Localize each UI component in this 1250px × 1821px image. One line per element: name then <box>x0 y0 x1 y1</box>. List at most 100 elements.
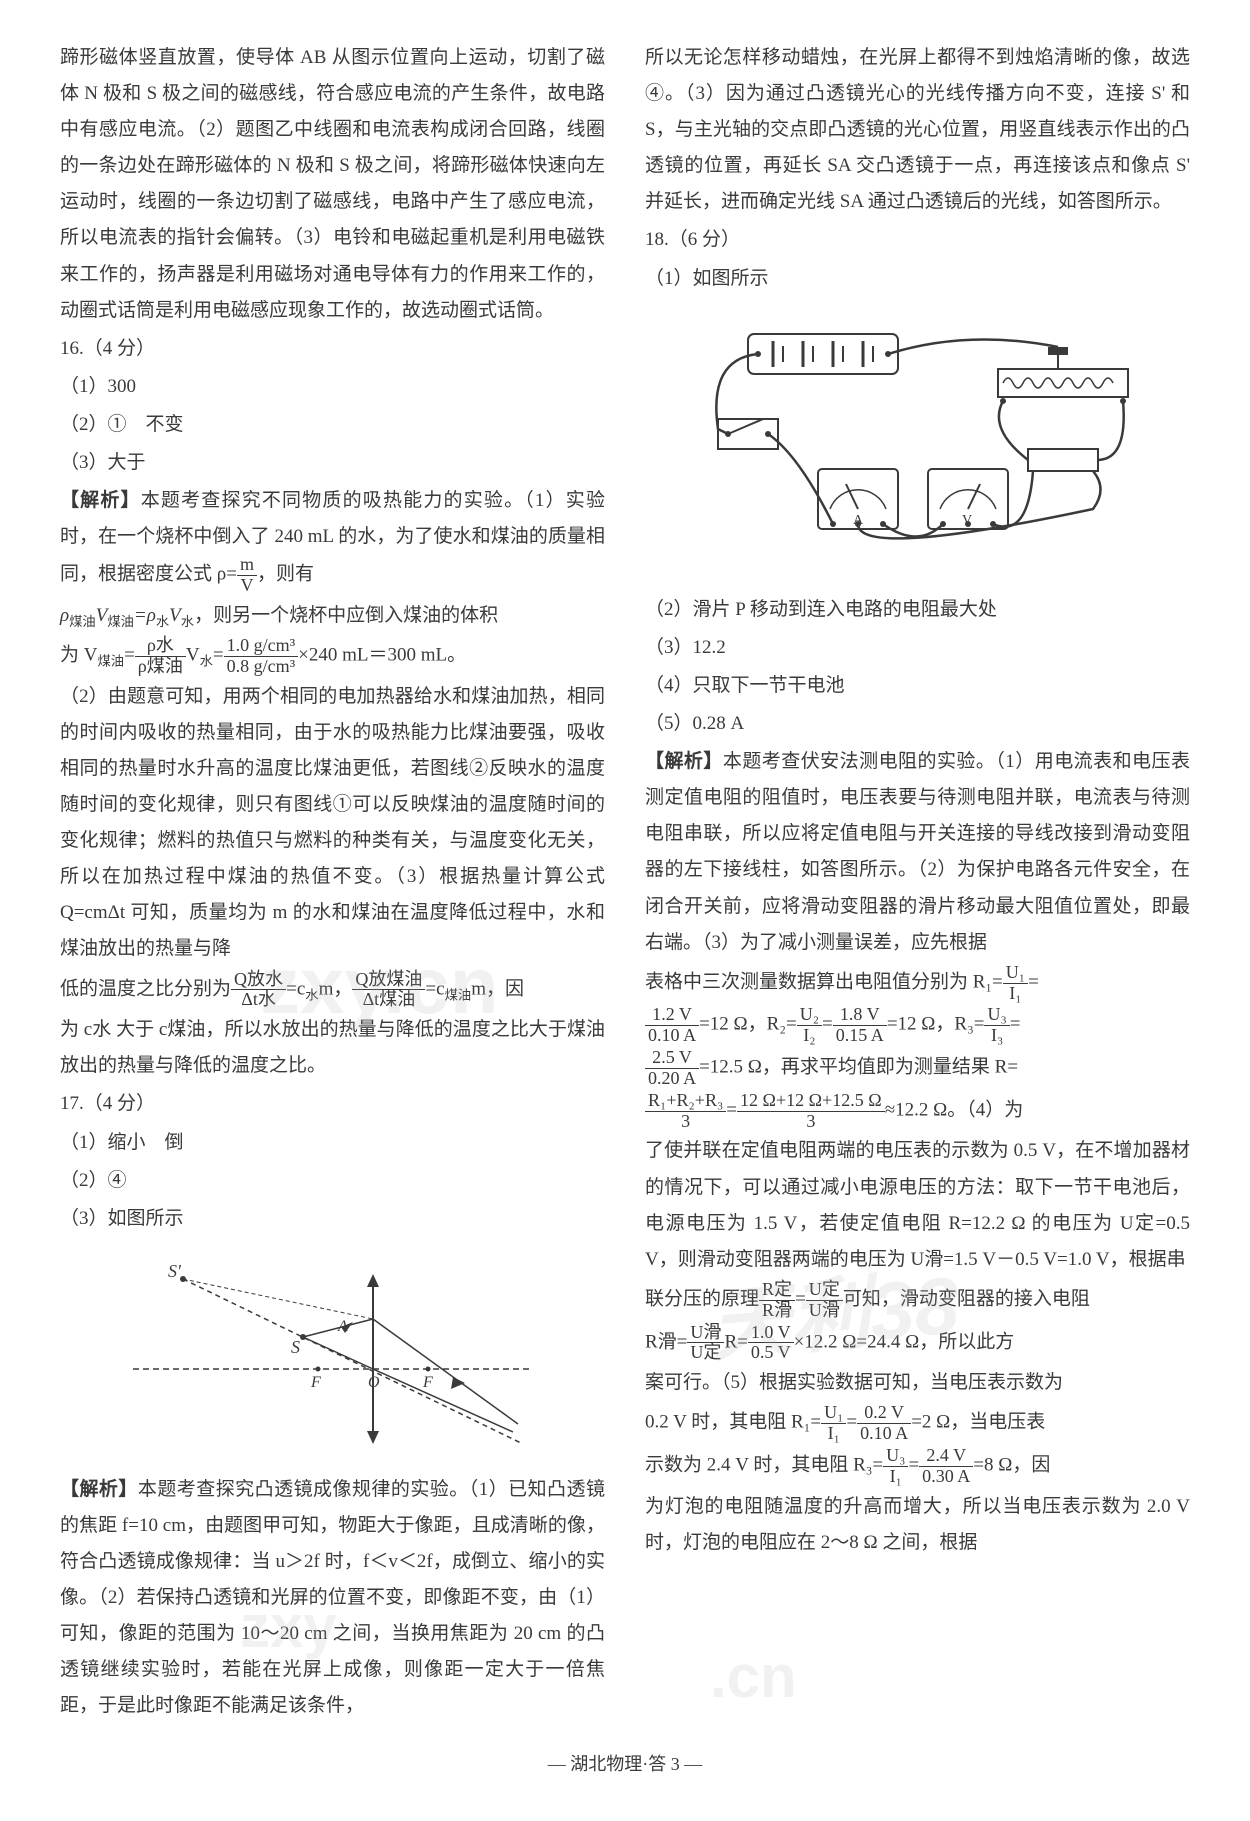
frac-den: I₁ <box>883 1467 908 1487</box>
frac-den: U定 <box>687 1343 724 1363</box>
right-column: 所以无论怎样移动蜡烛，在光屏上都得不到烛焰清晰的像，故选④。（3）因为通过凸透镜… <box>645 40 1190 1727</box>
fraction: 2.4 V0.30 A <box>919 1446 973 1487</box>
text: = <box>822 1014 833 1035</box>
intro-text: 蹄形磁体竖直放置，使导体 AB 从图示位置向上运动，切割了磁体 N 极和 S 极… <box>60 40 605 329</box>
text: = <box>795 1289 806 1310</box>
fraction: U₃I₃ <box>984 1005 1009 1046</box>
text: ≈12.2 Ω。（4）为 <box>885 1099 1024 1120</box>
q16-header: 16.（4 分） <box>60 331 605 367</box>
frac-num: 1.0 V <box>748 1323 794 1344</box>
frac-num: Q放煤油 <box>352 970 425 991</box>
q18-analysis-5a: 案可行。（5）根据实验数据可知，当电压表示数为 <box>645 1365 1190 1401</box>
frac-num: U滑 <box>687 1323 724 1344</box>
frac-num: 12 Ω+12 Ω+12.5 Ω <box>737 1091 885 1112</box>
text: = <box>124 645 135 666</box>
q16-vol-line: 为 V煤油=ρ水ρ煤油V水=1.0 g/cm³0.8 g/cm³×240 mL＝… <box>60 636 605 677</box>
text: ×12.2 Ω=24.4 Ω，所以此方 <box>794 1331 1015 1352</box>
frac-den: V <box>237 576 257 596</box>
q16-a2: （2）① 不变 <box>60 407 605 443</box>
q17-analysis: 【解析】本题考查探究凸透镜成像规律的实验。（1）已知凸透镜的焦距 f=10 cm… <box>60 1472 605 1725</box>
q18-analysis-1: 【解析】本题考查伏安法测电阻的实验。（1）用电流表和电压表测定值电阻的阻值时，电… <box>645 744 1190 961</box>
text: 联分压的原理 <box>645 1289 759 1310</box>
frac-den: I₁ <box>821 1424 846 1444</box>
ray-diagram: F O F S' S A <box>60 1239 605 1472</box>
q18-header: 18.（6 分） <box>645 222 1190 258</box>
svg-text:S: S <box>291 1337 300 1357</box>
text: = <box>1028 971 1039 992</box>
q16-ratio: 低的温度之比分别为Q放水Δt水=c水m，Q放煤油Δt煤油=c煤油m，因 <box>60 970 605 1011</box>
frac-num: 0.2 V <box>857 1403 911 1424</box>
fraction: 12 Ω+12 Ω+12.5 Ω3 <box>737 1091 885 1132</box>
q16-ratio-tail: 为 c水 大于 c煤油，所以水放出的热量与降低的温度之比大于煤油放出的热量与降低… <box>60 1012 605 1084</box>
text: =12.5 Ω，再求平均值即为测量结果 R= <box>699 1057 1018 1078</box>
frac-den: I₂ <box>797 1026 822 1046</box>
q16-line: ρ煤油V煤油=ρ水V水，则另一个烧杯中应倒入煤油的体积 <box>60 598 605 634</box>
left-column: 蹄形磁体竖直放置，使导体 AB 从图示位置向上运动，切割了磁体 N 极和 S 极… <box>60 40 605 1727</box>
text: m， <box>319 978 353 999</box>
frac-den: 0.10 A <box>645 1026 699 1046</box>
text: =8 Ω，因 <box>973 1455 1050 1476</box>
text: V <box>96 605 108 626</box>
svg-text:V: V <box>962 513 972 528</box>
q17-a3: （3）如图所示 <box>60 1201 605 1237</box>
q18-r-intro: 表格中三次测量数据算出电阻值分别为 R₁=U₁I₁= <box>645 963 1190 1004</box>
frac-num: 2.4 V <box>919 1446 973 1467</box>
frac-den: 3 <box>737 1112 885 1132</box>
frac-den: 0.15 A <box>833 1026 887 1046</box>
text: = <box>1010 1014 1021 1035</box>
fraction: U定U滑 <box>806 1280 843 1321</box>
frac-den: I₁ <box>1003 984 1028 1004</box>
fraction: 1.0 g/cm³0.8 g/cm³ <box>224 636 299 677</box>
q18-analysis-4: 了使并联在定值电阻两端的电压表的示数为 0.5 V，在不增加器材的情况下，可以通… <box>645 1133 1190 1277</box>
frac-den: 0.5 V <box>748 1343 794 1363</box>
frac-num: R定 <box>759 1280 795 1301</box>
frac-num: Q放水 <box>231 970 286 991</box>
svg-text:F: F <box>422 1374 433 1391</box>
q16-a3: （3）大于 <box>60 445 605 481</box>
frac-num: 1.8 V <box>833 1005 887 1026</box>
text: ×240 mL＝300 mL。 <box>298 645 466 666</box>
text: V <box>169 605 181 626</box>
q18-a1: （1）如图所示 <box>645 261 1190 297</box>
q17-a1: （1）缩小 倒 <box>60 1125 605 1161</box>
text: ，则有 <box>257 564 314 585</box>
frac-den: Δt煤油 <box>352 990 425 1010</box>
subscript: 煤油 <box>445 987 472 1002</box>
page: zxy.cn 天利38 zxy .cn 蹄形磁体竖直放置，使导体 AB 从图示位… <box>60 40 1190 1781</box>
q16-analysis: 【解析】本题考查探究不同物质的吸热能力的实验。（1）实验时，在一个烧杯中倒入了 … <box>60 483 605 596</box>
q18-p5-line1: 0.2 V 时，其电阻 R₁=U₁I₁=0.2 V0.10 A=2 Ω，当电压表 <box>645 1403 1190 1444</box>
text: V <box>186 645 200 666</box>
text: = <box>846 1412 857 1433</box>
subscript: 水 <box>156 614 169 629</box>
text: = <box>726 1099 737 1120</box>
q18-rslide: R滑=U滑U定R=1.0 V0.5 V×12.2 Ω=24.4 Ω，所以此方 <box>645 1323 1190 1364</box>
frac-num: 1.0 g/cm³ <box>224 636 299 657</box>
frac-num: 1.2 V <box>645 1005 699 1026</box>
fraction: U₁I₁ <box>1003 963 1028 1004</box>
text: =ρ <box>134 605 156 626</box>
frac-num: U₁ <box>821 1403 846 1424</box>
fraction: ρ水ρ煤油 <box>135 636 186 677</box>
frac-num: R₁+R₂+R₃ <box>645 1091 726 1112</box>
text: 表格中三次测量数据算出电阻值分别为 R₁= <box>645 971 1003 992</box>
page-footer: — 湖北物理·答 3 — <box>60 1747 1190 1781</box>
frac-den: 0.20 A <box>645 1069 699 1089</box>
frac-num: U定 <box>806 1280 843 1301</box>
fraction: U滑U定 <box>687 1323 724 1364</box>
subscript: 煤油 <box>69 614 96 629</box>
analysis-label: 【解析】 <box>60 1479 138 1500</box>
fraction: 2.5 V0.20 A <box>645 1048 699 1089</box>
text: =c <box>286 978 305 999</box>
circuit-diagram: A V <box>645 299 1190 592</box>
q18-r-values: 1.2 V0.10 A=12 Ω，R₂=U₂I₂=1.8 V0.15 A=12 … <box>645 1005 1190 1046</box>
frac-den: 3 <box>645 1112 726 1132</box>
q18-a3: （3）12.2 <box>645 630 1190 666</box>
frac-num: U₂ <box>797 1005 822 1026</box>
svg-text:F: F <box>310 1374 321 1391</box>
q18-a5: （5）0.28 A <box>645 706 1190 742</box>
q18-analysis-5b: 为灯泡的电阻随温度的升高而增大，所以当电压表示数为 2.0 V 时，灯泡的电阻应… <box>645 1489 1190 1561</box>
frac-den: I₃ <box>984 1026 1009 1046</box>
frac-num: m <box>237 555 257 576</box>
q16-analysis-3: （2）由题意可知，用两个相同的电加热器给水和煤油加热，相同的时间内吸收的热量相同… <box>60 679 605 968</box>
text: m，因 <box>471 978 524 999</box>
